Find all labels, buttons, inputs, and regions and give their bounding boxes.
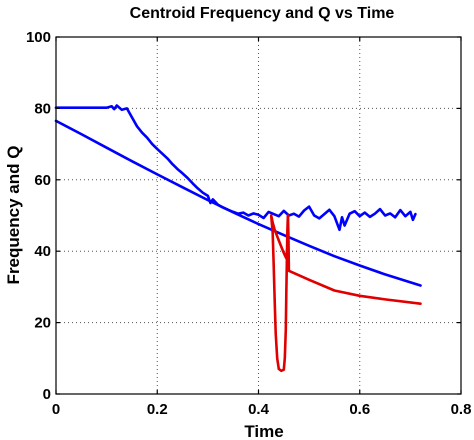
y-tick-label: 20: [34, 315, 51, 332]
y-tick-label: 60: [34, 172, 51, 189]
x-tick-label: 0.8: [451, 401, 472, 418]
chart-title: Centroid Frequency and Q vs Time: [130, 5, 395, 22]
y-tick-label: 0: [43, 386, 51, 403]
y-axis-label: Frequency and Q: [4, 146, 23, 285]
series-line-4: [286, 214, 422, 305]
series-line-1: [54, 104, 417, 232]
y-tick-label: 40: [34, 243, 51, 260]
ticks: 0 0.2 0.4 0.6 0.8 0 20 40 60 80 100: [26, 29, 471, 418]
series-line-3: [269, 214, 290, 373]
x-tick-label: 0.4: [248, 401, 270, 418]
x-axis-label: Time: [244, 422, 283, 440]
series-line-2: [54, 119, 422, 287]
x-tick-label: 0.6: [349, 401, 370, 418]
x-tick-label: 0: [52, 401, 60, 418]
series-layer: [54, 104, 422, 373]
x-tick-label: 0.2: [147, 401, 168, 418]
y-tick-label: 80: [34, 100, 51, 117]
y-tick-label: 100: [26, 29, 51, 46]
